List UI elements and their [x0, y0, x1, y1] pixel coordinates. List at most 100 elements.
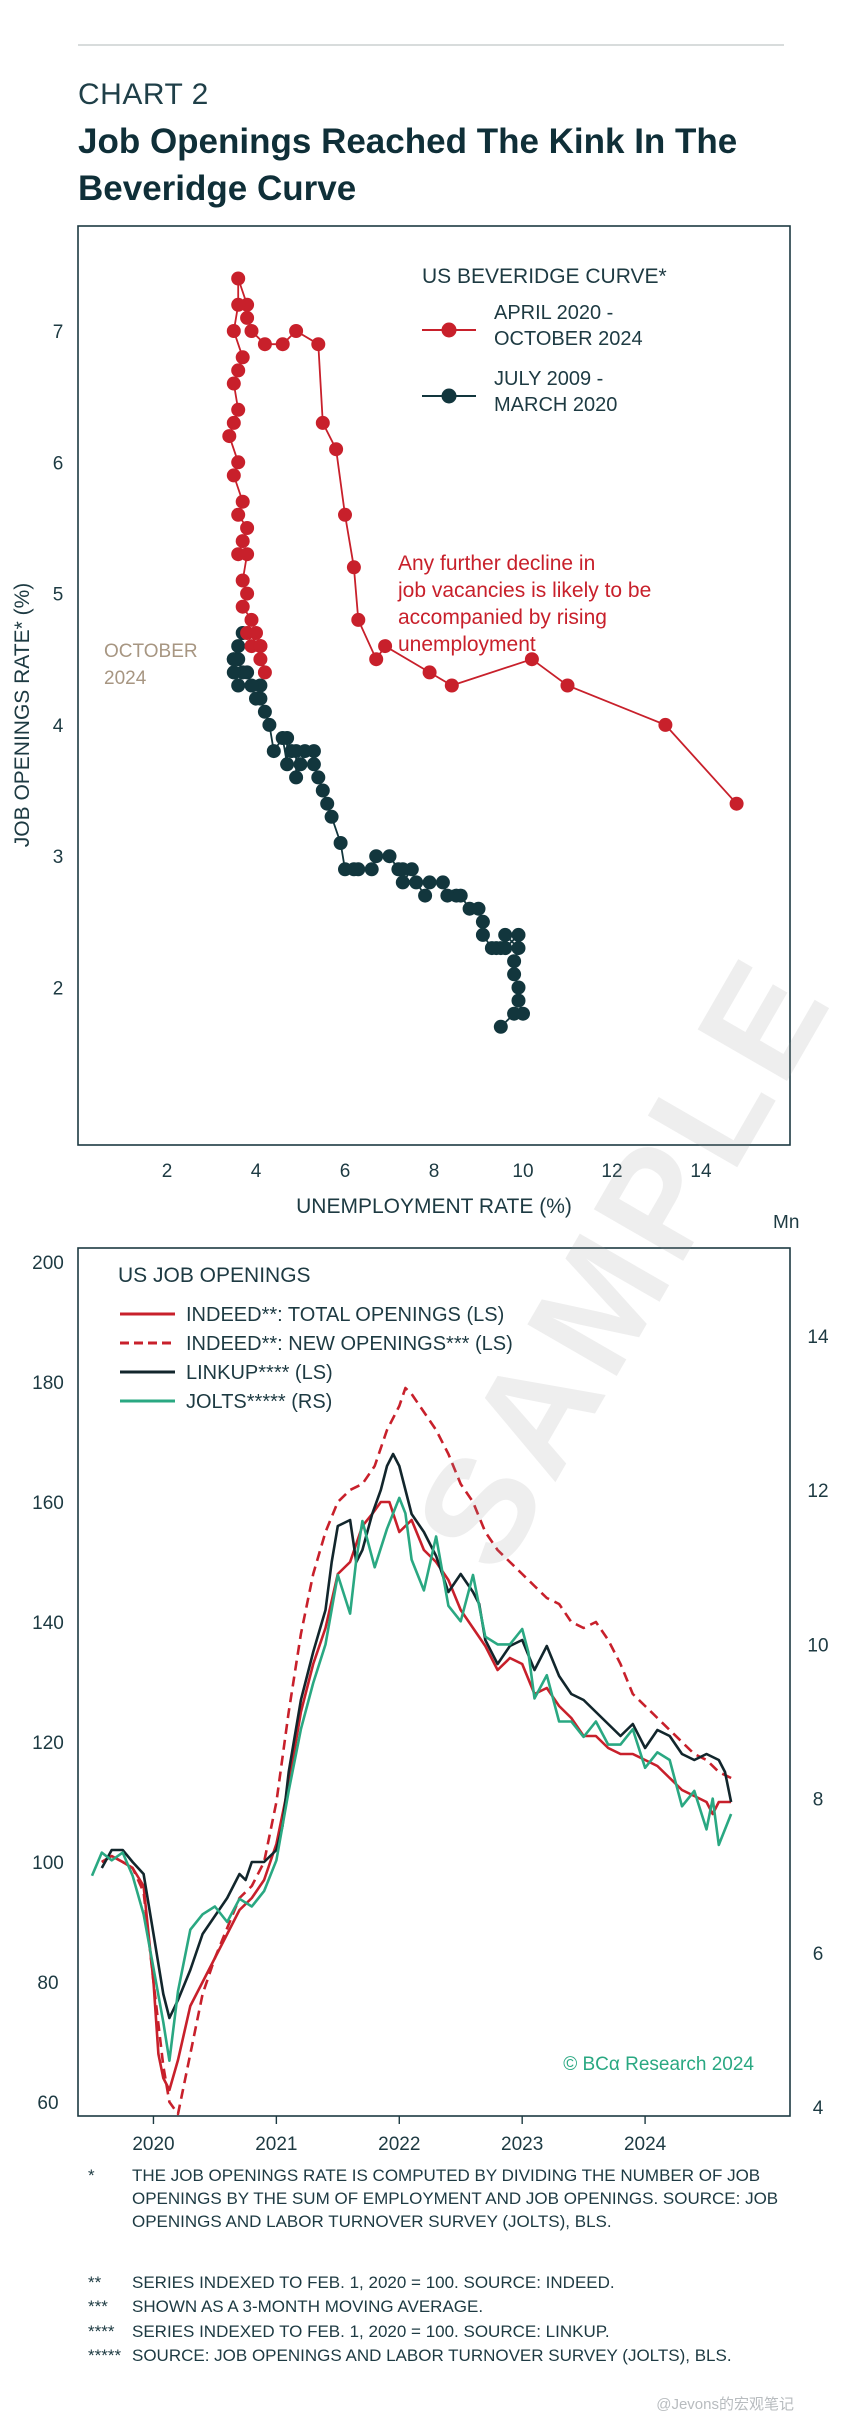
legend-label: INDEED**: TOTAL OPENINGS (LS) — [186, 1304, 504, 1326]
data-point — [240, 310, 255, 325]
data-point — [289, 770, 304, 785]
y-axis-title: JOB OPENINGS RATE* (%) — [11, 583, 34, 847]
legend-title: US BEVERIDGE CURVE* — [422, 265, 667, 288]
beveridge-plot-frame — [77, 225, 791, 1146]
data-point — [240, 521, 255, 535]
data-point — [462, 901, 477, 916]
right-y-tick-label: 8 — [813, 1790, 824, 1811]
data-point — [511, 993, 526, 1008]
series-line — [101, 1500, 732, 2092]
data-point — [369, 652, 384, 667]
x-tick-label: 6 — [340, 1161, 351, 1182]
data-point — [338, 862, 352, 877]
footnote-text: SOURCE: JOB OPENINGS AND LABOR TURNOVER … — [132, 2346, 732, 2365]
data-point — [378, 639, 393, 654]
x-axis-title: UNEMPLOYMENT RATE (%) — [296, 1195, 572, 1218]
data-point — [257, 704, 272, 719]
data-point — [351, 612, 366, 627]
data-point — [226, 415, 241, 430]
data-point — [231, 678, 246, 693]
data-point — [507, 954, 522, 969]
data-point — [329, 442, 344, 457]
legend-marker-red — [441, 322, 457, 338]
footnote-text: THE JOB OPENINGS RATE IS COMPUTED BY DIV… — [132, 2166, 779, 2231]
y-tick-label: 4 — [53, 716, 64, 737]
chart-number: CHART 2 — [78, 78, 209, 111]
x-tick-label: 2020 — [132, 2134, 174, 2155]
data-point — [275, 731, 290, 745]
data-point — [257, 337, 272, 352]
legend-label-july-2009-line2: MARCH 2020 — [494, 394, 617, 416]
x-tick-label: 2023 — [501, 2134, 543, 2155]
data-point — [231, 402, 246, 417]
footnote-text: SERIES INDEXED TO FEB. 1, 2020 = 100. SO… — [132, 2322, 610, 2341]
x-tick-label: 12 — [601, 1161, 622, 1182]
data-point — [391, 862, 406, 877]
legend-label: JOLTS***** (RS) — [186, 1391, 332, 1413]
data-point — [249, 691, 263, 706]
x-tick-label: 14 — [690, 1161, 712, 1182]
chart-title: Job Openings Reached The Kink In The Bev… — [78, 122, 738, 208]
data-point — [364, 862, 379, 877]
footnote-mark: * — [88, 2166, 95, 2185]
footnote-text: SHOWN AS A 3-MONTH MOVING AVERAGE. — [132, 2297, 484, 2316]
series-line — [100, 1452, 733, 2020]
data-point — [240, 586, 255, 601]
data-point — [324, 809, 339, 824]
data-point — [257, 665, 272, 680]
data-point — [235, 494, 250, 509]
job-openings-chart: 60 80 100 120 140 160 180 200 4 6 8 10 12 14 2020 2021 2… — [32, 1215, 829, 2155]
data-point — [231, 507, 246, 522]
data-point — [493, 1019, 508, 1034]
data-point — [382, 849, 397, 864]
top-divider — [78, 44, 784, 46]
data-point — [244, 324, 259, 338]
data-point — [395, 875, 410, 890]
x-tick-label: 8 — [429, 1161, 440, 1182]
data-point — [235, 534, 250, 549]
data-point — [658, 717, 673, 732]
data-point — [516, 1006, 530, 1021]
legend-marker-dark — [441, 388, 457, 404]
data-point — [315, 783, 330, 798]
data-point — [560, 678, 575, 693]
left-y-tick-label: 80 — [37, 1973, 58, 1994]
data-point — [418, 888, 433, 903]
data-point — [409, 875, 424, 890]
data-point — [226, 652, 241, 667]
data-point — [475, 914, 490, 929]
data-point — [346, 560, 361, 575]
footnote-mark: *** — [88, 2297, 108, 2316]
left-y-tick-label: 160 — [32, 1493, 64, 1514]
data-point — [262, 717, 277, 732]
data-point — [244, 612, 259, 627]
data-point — [284, 744, 299, 759]
data-point — [226, 324, 241, 338]
right-y-tick-label: 12 — [807, 1481, 828, 1502]
data-point — [249, 626, 263, 640]
right-axis-unit: Mn — [773, 1215, 799, 1233]
data-point — [511, 980, 526, 995]
data-point — [369, 849, 384, 864]
data-point — [729, 796, 744, 811]
legend-label: LINKUP**** (LS) — [186, 1362, 333, 1384]
right-y-tick-label: 4 — [813, 2098, 824, 2119]
x-tick-label: 10 — [512, 1161, 533, 1182]
left-y-tick-label: 60 — [37, 2093, 58, 2114]
x-tick-label: 2022 — [378, 2134, 420, 2155]
left-y-tick-label: 140 — [32, 1613, 64, 1634]
data-point — [226, 665, 241, 680]
job-openings-plot-frame — [77, 1247, 791, 2117]
data-point — [498, 927, 513, 942]
data-point — [511, 941, 526, 956]
data-point — [275, 337, 290, 352]
x-tick-label: 2021 — [255, 2134, 297, 2155]
data-point — [435, 875, 450, 890]
data-point — [235, 573, 250, 588]
beveridge-curve-chart: 2 4 6 8 10 12 14 2 3 4 5 6 7 UNEMPLOYMENT RATE (%) J… — [11, 225, 791, 1218]
data-point — [235, 350, 250, 365]
footnote-text: SERIES INDEXED TO FEB. 1, 2020 = 100. SO… — [132, 2273, 615, 2292]
data-point — [226, 468, 241, 483]
data-point — [240, 547, 255, 562]
left-y-tick-label: 180 — [32, 1373, 64, 1394]
